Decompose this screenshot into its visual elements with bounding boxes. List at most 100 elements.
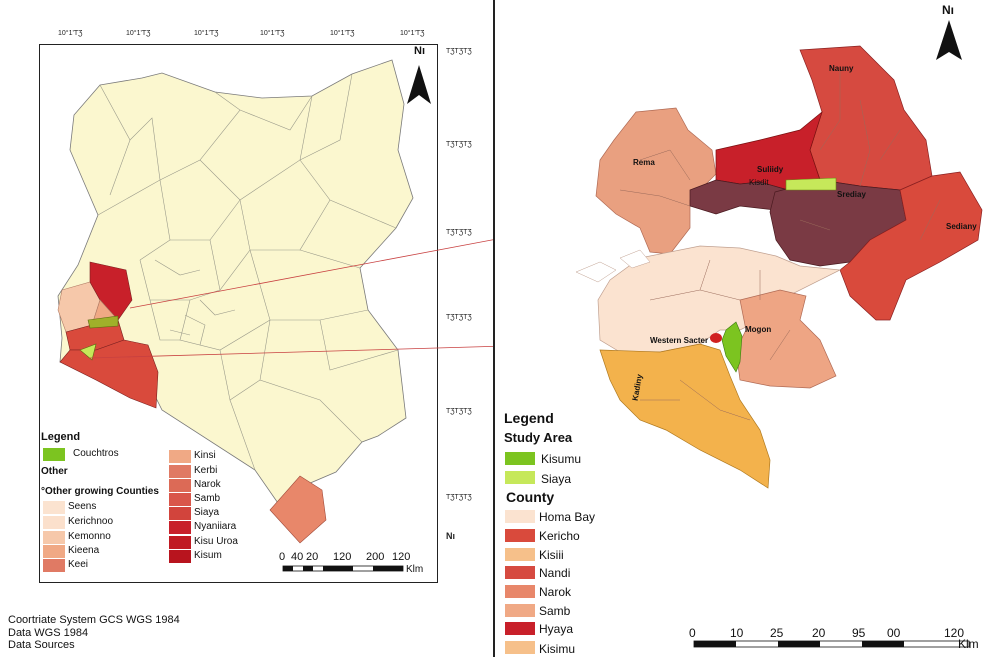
- region-kadiny: [599, 343, 771, 489]
- left-scale-bar: [282, 565, 404, 572]
- connector-line: [129, 239, 493, 309]
- legend-swatch: [505, 471, 535, 484]
- legend-label: Kerichnoo: [68, 516, 114, 527]
- right-tick: TƷTƷTƷ: [446, 408, 472, 415]
- legend-swatch: [169, 536, 191, 549]
- region-label: Western Sacter: [650, 336, 709, 345]
- legend-swatch: [505, 622, 535, 635]
- legend-swatch: [505, 604, 535, 617]
- footer-line: Data WGS 1984: [8, 627, 89, 639]
- right-tick: TƷTƷTƷ: [446, 314, 472, 321]
- north-arrow-icon: [407, 65, 431, 104]
- region-suliidy: [715, 110, 823, 191]
- scale-label: 40: [291, 551, 304, 563]
- region-mogon: [721, 321, 743, 373]
- legend-label: Kisu Uroa: [194, 536, 238, 547]
- left-map-canvas: [57, 59, 493, 572]
- legend-swatch: [43, 545, 65, 558]
- left-north-label: Nı: [414, 45, 425, 57]
- lake-inlet: [619, 249, 651, 269]
- legend-label: Kieena: [68, 545, 100, 556]
- legend-label: Nandi: [539, 566, 571, 580]
- legend-swatch: [169, 450, 191, 463]
- legend-label: Nyaniiara: [194, 521, 237, 532]
- legend-swatch: [505, 641, 535, 654]
- right-tick: TƷTƷTƷ: [446, 494, 472, 501]
- legend-swatch: [169, 493, 191, 506]
- scale-label: 10: [730, 626, 744, 640]
- study-point: [710, 333, 722, 343]
- connector-line: [89, 345, 493, 359]
- scale-label: 20: [812, 626, 826, 640]
- top-tick: 10°1'TƷ: [126, 30, 151, 37]
- legend-swatch: [43, 531, 65, 544]
- left-legend-title: Legend: [41, 431, 81, 443]
- legend-label: Kisumu: [541, 452, 582, 466]
- scale-label: 120: [392, 551, 411, 563]
- legend-label: Kinsi: [194, 450, 216, 461]
- legend-label: Homa Bay: [539, 510, 596, 524]
- legend-swatch: [169, 465, 191, 478]
- legend-label: Seens: [68, 501, 97, 512]
- legend-label: Siaya: [541, 472, 572, 486]
- right-legend-title: Legend: [504, 410, 554, 426]
- legend-label: Keei: [68, 559, 89, 570]
- coastal-county: [269, 475, 327, 544]
- top-tick: 10°1'TƷ: [58, 30, 83, 37]
- region-label: Rema: [633, 158, 655, 167]
- legend-label: Kisiii: [539, 548, 564, 562]
- legend-swatch: [169, 507, 191, 520]
- north-arrow-icon: [936, 20, 962, 60]
- legend-swatch: [43, 448, 65, 461]
- region-label: Sediany: [946, 222, 977, 231]
- scale-label: 25: [770, 626, 784, 640]
- region-label: Kisdit: [749, 178, 769, 187]
- top-tick: 10°1'TƷ: [260, 30, 285, 37]
- right-tick: Nı: [446, 531, 455, 541]
- scale-label: 00: [887, 626, 901, 640]
- legend-label: Kericho: [539, 529, 580, 543]
- left-legend-other: Other: [41, 466, 68, 477]
- legend-swatch: [169, 521, 191, 534]
- legend-label: Hyaya: [539, 622, 574, 636]
- top-tick: 10°1'TƷ: [194, 30, 219, 37]
- region-label: Suliidy: [757, 165, 784, 174]
- legend-label: Narok: [539, 585, 572, 599]
- legend-swatch: [505, 452, 535, 465]
- footer-line: Data Sources: [8, 639, 75, 651]
- legend-swatch: [169, 479, 191, 492]
- legend-swatch: [505, 529, 535, 542]
- left-map-frame: [39, 44, 438, 583]
- legend-swatch: [505, 566, 535, 579]
- scale-label: 200: [366, 551, 385, 563]
- legend-label: Couchtros: [73, 448, 119, 459]
- scale-label: 95: [852, 626, 866, 640]
- legend-swatch: [505, 510, 535, 523]
- scale-unit: Klm: [406, 564, 424, 575]
- region-kisumu-strip: [785, 177, 837, 191]
- legend-swatch: [43, 516, 65, 529]
- legend-label: Samb: [194, 493, 221, 504]
- west-county-siaya: [79, 343, 97, 361]
- legend-swatch: [169, 550, 191, 563]
- right-legend-study-area: Study Area: [504, 430, 573, 445]
- region-label: Mogon: [745, 325, 772, 334]
- right-tick: TƷTƷTƷ: [446, 48, 472, 55]
- legend-label: Siaya: [194, 507, 220, 518]
- scale-unit: Klm: [958, 637, 979, 651]
- top-tick: 10°1'TƷ: [400, 30, 425, 37]
- legend-label: Samb: [539, 604, 571, 618]
- region-label: Nauny: [829, 64, 854, 73]
- scale-label: 0: [689, 626, 696, 640]
- legend-swatch: [43, 559, 65, 572]
- top-tick: 10°1'TƷ: [330, 30, 355, 37]
- scale-label: 120: [333, 551, 352, 563]
- right-legend-county: County: [506, 489, 555, 505]
- footer-line: Coortriate System GCS WGS 1984: [8, 614, 180, 626]
- right-tick: TƷTƷTƷ: [446, 141, 472, 148]
- legend-label: Kisimu: [539, 642, 576, 656]
- region-label: Srediay: [837, 190, 866, 199]
- scale-label: 120: [944, 626, 965, 640]
- legend-swatch: [505, 548, 535, 561]
- legend-swatch: [505, 585, 535, 598]
